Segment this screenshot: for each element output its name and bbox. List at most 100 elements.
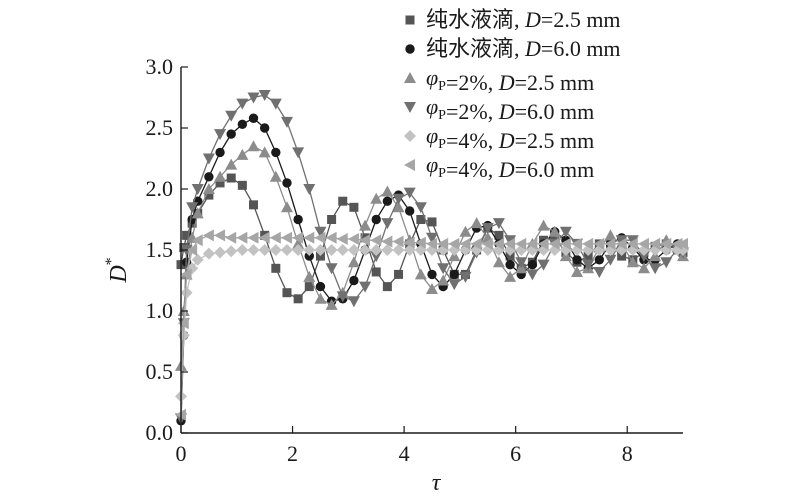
data-point [303, 231, 315, 244]
data-point [427, 269, 437, 280]
data-point [347, 233, 359, 246]
data-point [325, 244, 338, 256]
legend-label: φP=2%, D=2.5 mm [426, 65, 594, 95]
data-point [404, 206, 415, 216]
data-point [225, 245, 238, 258]
data-point [347, 256, 360, 268]
legend-item: 纯水液滴, D=2.5 mm [405, 7, 621, 32]
data-point [325, 263, 338, 275]
data-point [459, 271, 472, 283]
data-point [202, 183, 215, 194]
data-point [381, 218, 394, 230]
data-point [202, 229, 214, 242]
data-point [637, 251, 650, 263]
data-point [269, 98, 282, 110]
data-point [303, 270, 316, 282]
data-point [226, 129, 236, 139]
data-point [225, 231, 237, 244]
data-point [225, 158, 238, 170]
data-point [504, 270, 517, 282]
data-point [237, 119, 248, 130]
data-point [414, 202, 427, 214]
data-point [459, 225, 472, 237]
data-point [426, 232, 438, 244]
series-5 [175, 244, 689, 403]
data-point [371, 214, 381, 225]
data-point [571, 265, 584, 277]
data-point [204, 172, 214, 182]
data-point [459, 237, 471, 250]
data-point [304, 251, 314, 261]
data-point [437, 263, 450, 275]
data-point [359, 234, 371, 247]
data-point [236, 98, 249, 110]
data-point [381, 235, 393, 248]
data-point [381, 185, 394, 197]
data-point [258, 90, 271, 102]
data-point [394, 269, 404, 279]
data-point [280, 244, 293, 256]
data-point [314, 231, 326, 244]
data-point [370, 234, 382, 247]
data-point [550, 233, 560, 243]
y-tick-label: 2.0 [146, 176, 174, 201]
data-point [492, 237, 504, 250]
data-point [258, 146, 271, 158]
x-tick-label: 2 [287, 441, 298, 466]
data-point [370, 251, 383, 263]
data-point [214, 229, 226, 242]
data-point [416, 215, 426, 224]
series-4 [175, 90, 689, 425]
data-point [325, 298, 338, 310]
data-point [304, 282, 314, 292]
legend-marker [405, 44, 415, 54]
data-point [481, 237, 493, 250]
data-point [269, 170, 282, 182]
data-point [359, 281, 372, 293]
data-point [649, 237, 661, 250]
data-point [649, 263, 662, 275]
legend-item: φP=4%, D=6.0 mm [404, 152, 594, 182]
data-point [504, 237, 516, 250]
data-point [293, 214, 303, 225]
data-point [537, 237, 549, 250]
data-point [660, 237, 672, 250]
data-point [637, 262, 650, 274]
data-point [214, 129, 227, 141]
data-point [259, 123, 270, 133]
data-point [237, 180, 247, 190]
data-point [314, 244, 327, 256]
data-point [548, 237, 560, 250]
data-point [382, 282, 392, 292]
data-point [258, 231, 270, 244]
axes-layer: 0.0 0.5 1.0 1.5 2.0 2.5 3.0 0 2 4 6 8 τ D* [103, 54, 683, 496]
y-tick-label: 0.5 [146, 359, 174, 384]
data-point [526, 237, 538, 250]
data-point [604, 229, 617, 241]
x-tick-label: 4 [399, 441, 410, 466]
data-point [280, 231, 292, 244]
data-point [247, 92, 260, 104]
data-point [559, 237, 571, 250]
data-point [191, 207, 204, 219]
data-point [347, 244, 360, 256]
data-point [426, 237, 437, 250]
data-point [226, 173, 236, 183]
data-point [593, 237, 605, 250]
data-point [494, 230, 504, 240]
data-point [449, 269, 460, 280]
data-point [314, 226, 327, 238]
data-point [303, 244, 316, 256]
data-point [269, 244, 282, 256]
data-point [392, 235, 404, 248]
x-tick-label: 8 [622, 441, 633, 466]
data-point [248, 113, 259, 123]
x-axis-label: τ [432, 470, 442, 496]
data-point [271, 263, 281, 273]
legend-label: φP=2%, D=6.0 mm [426, 94, 594, 124]
data-point [370, 192, 383, 204]
data-point [177, 317, 189, 330]
data-point [427, 217, 437, 227]
data-point [594, 255, 605, 265]
